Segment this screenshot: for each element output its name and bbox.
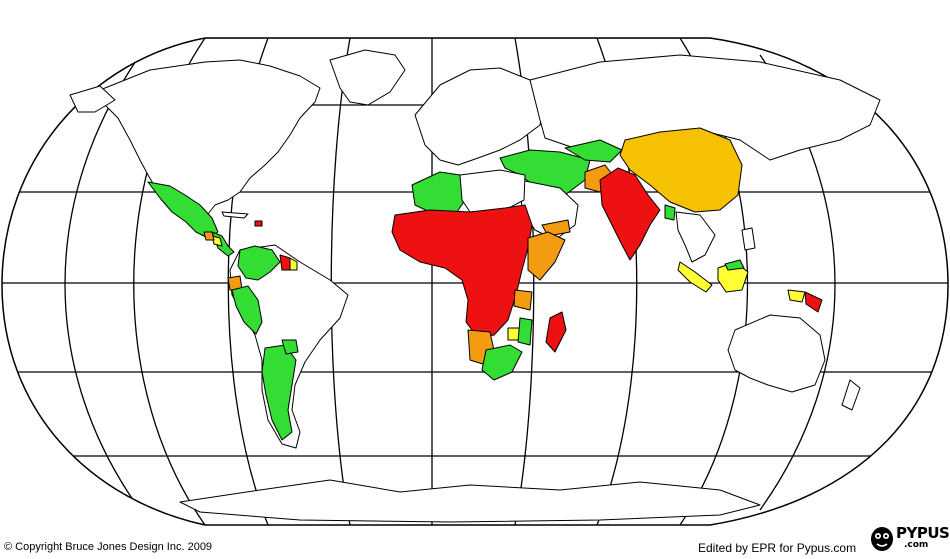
middle-east-green xyxy=(499,149,591,196)
sub-saharan-red xyxy=(391,204,533,339)
pakistan-india xyxy=(599,167,661,261)
edited-by-text: Edited by EPR for Pypus.com xyxy=(698,541,857,555)
paraguay xyxy=(281,339,299,355)
suriname xyxy=(289,257,298,271)
north-america xyxy=(99,59,321,231)
argentina xyxy=(261,344,297,441)
papua-new-guinea xyxy=(804,291,823,313)
peru xyxy=(231,285,263,335)
copyright-text: © Copyright Bruce Jones Design Inc. 2009 xyxy=(4,541,213,553)
central-asia-green xyxy=(564,139,623,163)
honduras xyxy=(203,231,215,241)
southeast-asia xyxy=(675,211,716,263)
colombia-venezuela xyxy=(237,245,281,281)
philippines xyxy=(741,227,756,251)
new-guinea-west xyxy=(787,289,806,303)
logo-name: PYPUS xyxy=(896,524,950,542)
libya-egypt xyxy=(459,169,526,213)
morocco-algeria xyxy=(411,171,466,216)
south-africa xyxy=(481,344,523,381)
malaysia-borneo xyxy=(724,259,745,271)
nicaragua xyxy=(211,235,223,247)
new-zealand xyxy=(841,379,861,411)
pypus-logo: PYPUS .com xyxy=(868,522,950,556)
europe xyxy=(414,67,546,166)
china xyxy=(619,127,743,213)
mozambique xyxy=(517,317,533,346)
guyana xyxy=(279,254,291,271)
logo-sub: .com xyxy=(904,540,929,550)
pypus-mascot-icon xyxy=(871,527,893,551)
globe-outline xyxy=(1,37,949,526)
myanmar xyxy=(664,204,676,221)
tanzania xyxy=(513,289,533,311)
greenland xyxy=(329,49,406,106)
madagascar xyxy=(545,311,567,353)
australia xyxy=(727,314,826,393)
haiti xyxy=(254,220,263,227)
antarctica xyxy=(179,479,761,523)
alaska xyxy=(69,85,116,113)
somalia-ethiopia xyxy=(527,231,566,281)
sumatra xyxy=(677,261,713,293)
cuba xyxy=(221,211,249,219)
